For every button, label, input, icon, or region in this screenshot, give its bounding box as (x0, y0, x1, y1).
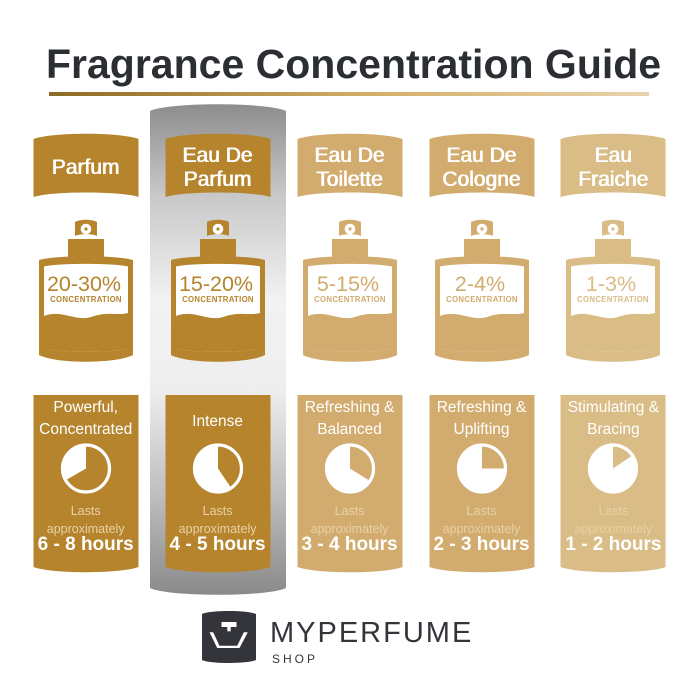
svg-text:2-4%: 2-4% (454, 272, 504, 296)
svg-text:CONCENTRATION: CONCENTRATION (50, 295, 122, 304)
svg-text:CONCENTRATION: CONCENTRATION (446, 295, 518, 304)
svg-text:20-30%: 20-30% (47, 272, 121, 296)
svg-text:CONCENTRATION: CONCENTRATION (182, 295, 254, 304)
svg-text:1-3%: 1-3% (586, 272, 636, 296)
svg-text:CONCENTRATION: CONCENTRATION (314, 295, 386, 304)
svg-text:5-15%: 5-15% (317, 272, 379, 296)
svg-text:15-20%: 15-20% (179, 272, 253, 296)
svg-text:CONCENTRATION: CONCENTRATION (578, 295, 650, 304)
